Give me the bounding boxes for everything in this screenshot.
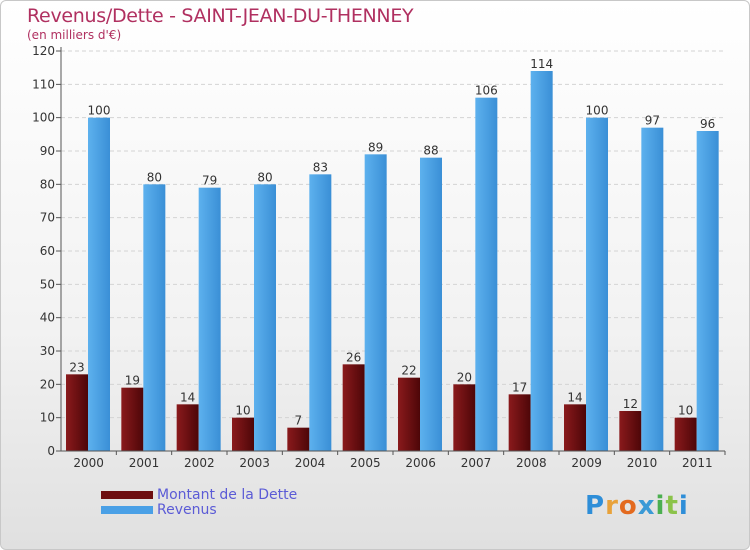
x-tick-label: 2007 bbox=[461, 456, 492, 470]
y-tick-label: 30 bbox=[40, 344, 55, 358]
axes bbox=[60, 47, 725, 452]
legend-swatch-revenue bbox=[101, 505, 153, 514]
x-tick-label: 2003 bbox=[239, 456, 270, 470]
x-tick-label: 2004 bbox=[295, 456, 326, 470]
y-tick-label: 0 bbox=[47, 444, 55, 458]
y-tick-label: 60 bbox=[40, 244, 55, 258]
x-tick-label: 2010 bbox=[627, 456, 658, 470]
x-tick-label: 2002 bbox=[184, 456, 215, 470]
bar-debt bbox=[176, 404, 199, 451]
data-label-debt: 22 bbox=[401, 364, 416, 378]
y-tick-label: 10 bbox=[40, 411, 55, 425]
legend-swatch-debt bbox=[101, 490, 153, 499]
bar-revenue bbox=[309, 174, 332, 452]
data-label-revenue: 96 bbox=[700, 117, 715, 131]
data-label-debt: 12 bbox=[623, 397, 638, 411]
y-tick-label: 20 bbox=[40, 377, 55, 391]
bar-revenue bbox=[198, 187, 221, 451]
bar-debt bbox=[674, 417, 697, 451]
data-label-debt: 19 bbox=[125, 374, 140, 388]
y-tick-label: 80 bbox=[40, 177, 55, 191]
y-tick-label: 70 bbox=[40, 211, 55, 225]
bar-revenue bbox=[254, 184, 276, 452]
data-label-revenue: 83 bbox=[313, 160, 328, 174]
logo-letter: o bbox=[618, 491, 638, 521]
bar-debt bbox=[619, 411, 642, 451]
chart-title: Revenus/Dette - SAINT-JEAN-DU-THENNEY bbox=[27, 5, 414, 27]
data-label-revenue: 89 bbox=[368, 140, 383, 154]
logo-letter: t bbox=[665, 491, 679, 521]
bar-revenue bbox=[475, 97, 498, 452]
bar-revenue bbox=[696, 131, 719, 451]
bar-debt bbox=[508, 394, 531, 451]
data-label-debt: 14 bbox=[180, 390, 195, 404]
data-label-debt: 10 bbox=[235, 404, 250, 418]
y-tick-label: 120 bbox=[32, 44, 55, 58]
bar-debt bbox=[232, 417, 254, 451]
bar-debt bbox=[342, 364, 365, 451]
y-tick-label: 100 bbox=[32, 111, 55, 125]
bar-debt bbox=[66, 374, 88, 451]
data-label-debt: 14 bbox=[567, 390, 582, 404]
x-tick-label: 2006 bbox=[405, 456, 436, 470]
chart-subtitle: (en milliers d'€) bbox=[27, 28, 122, 42]
proxiti-logo: Proxiti bbox=[585, 491, 689, 521]
grid-lines bbox=[61, 50, 725, 419]
logo-letter: P bbox=[585, 491, 606, 521]
x-tick-label: 2001 bbox=[129, 456, 160, 470]
bar-debt bbox=[564, 404, 586, 451]
data-label-revenue: 79 bbox=[202, 174, 217, 188]
x-tick-label: 2008 bbox=[516, 456, 547, 470]
legend-item-revenue: Revenus bbox=[101, 501, 297, 518]
y-tick-label: 40 bbox=[40, 311, 55, 325]
data-label-revenue: 106 bbox=[475, 84, 498, 98]
logo-letter: x bbox=[637, 491, 656, 521]
data-label-debt: 26 bbox=[346, 350, 361, 364]
y-tick-label: 50 bbox=[40, 277, 55, 291]
data-label-debt: 23 bbox=[69, 360, 84, 374]
x-tick-label: 2009 bbox=[571, 456, 602, 470]
data-label-debt: 17 bbox=[512, 380, 527, 394]
bar-revenue bbox=[364, 154, 387, 452]
bar-debt bbox=[287, 427, 310, 451]
x-axis-ticks: 2000 2001 2002 2003 2004 2005 2006 2007 2008 2009… bbox=[73, 451, 726, 470]
x-tick-label: 2011 bbox=[682, 456, 713, 470]
legend-label-debt: Montant de la Dette bbox=[157, 486, 298, 503]
data-label-revenue: 100 bbox=[586, 104, 609, 118]
legend: Montant de la Dette Revenus bbox=[101, 486, 298, 518]
bar-revenue bbox=[420, 157, 442, 451]
bar-debt bbox=[453, 384, 476, 451]
data-label-revenue: 114 bbox=[530, 57, 553, 71]
y-tick-label: 110 bbox=[32, 77, 55, 91]
bar-revenue bbox=[88, 117, 110, 452]
bar-revenue bbox=[586, 117, 608, 452]
bar-revenue bbox=[143, 184, 166, 452]
legend-item-debt: Montant de la Dette bbox=[101, 486, 298, 503]
y-axis-ticks: 0 10 20 30 40 50 60 70 80 90 100 110 120 bbox=[32, 44, 61, 458]
bar-revenue bbox=[530, 71, 553, 451]
bar-debt bbox=[121, 387, 144, 451]
x-tick-label: 2005 bbox=[350, 456, 381, 470]
data-label-debt: 20 bbox=[457, 370, 472, 384]
data-label-revenue: 88 bbox=[423, 144, 438, 158]
data-label-revenue: 80 bbox=[147, 170, 162, 184]
bar-revenue bbox=[641, 127, 664, 452]
bar-debt bbox=[398, 377, 420, 451]
data-label-revenue: 80 bbox=[257, 170, 272, 184]
data-label-debt: 7 bbox=[295, 414, 303, 428]
data-label-revenue: 97 bbox=[645, 114, 660, 128]
logo-letter: i bbox=[655, 491, 666, 521]
legend-label-revenue: Revenus bbox=[157, 501, 217, 518]
data-label-revenue: 100 bbox=[88, 104, 111, 118]
bars bbox=[66, 71, 719, 452]
x-tick-label: 2000 bbox=[73, 456, 104, 470]
data-labels: 23 100 19 80 14 79 10 80 7 83 26 89 22 88 20 106 17 114 14… bbox=[69, 57, 715, 428]
data-label-debt: 10 bbox=[678, 404, 693, 418]
y-tick-label: 90 bbox=[40, 144, 55, 158]
logo-letter: r bbox=[605, 491, 619, 521]
logo-letter: i bbox=[678, 491, 689, 521]
